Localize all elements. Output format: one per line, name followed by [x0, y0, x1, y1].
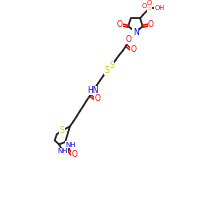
- Text: S: S: [60, 126, 64, 135]
- Text: HN: HN: [87, 86, 99, 95]
- Text: O: O: [126, 35, 132, 44]
- Text: NH: NH: [58, 148, 68, 154]
- Text: O: O: [117, 20, 123, 29]
- Text: O: O: [72, 150, 78, 159]
- Text: O: O: [141, 3, 147, 9]
- Text: NH: NH: [65, 142, 75, 148]
- Text: OH: OH: [154, 5, 165, 11]
- Text: S: S: [147, 5, 152, 11]
- Text: S: S: [109, 61, 114, 70]
- Text: S: S: [104, 66, 109, 75]
- Text: O: O: [95, 94, 101, 103]
- Text: O: O: [147, 0, 152, 6]
- Text: O: O: [148, 20, 154, 29]
- Text: N: N: [133, 28, 139, 37]
- Text: O: O: [131, 45, 137, 54]
